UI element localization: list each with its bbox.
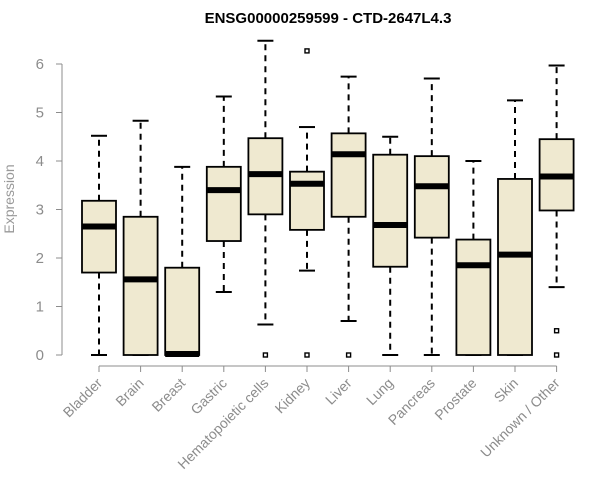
box-iqr <box>413 155 450 239</box>
box-lung <box>372 135 409 356</box>
y-tick-label: 2 <box>36 250 44 267</box>
box-iqr <box>455 238 492 356</box>
box-iqr <box>122 215 159 356</box>
box-skin <box>497 99 533 356</box>
box-kidney <box>289 48 325 358</box>
y-axis-label: Expression <box>1 164 17 233</box>
x-tick-label: Lung <box>363 375 396 408</box>
x-tick-label: Unknown / Other <box>477 375 563 461</box>
y-tick-label: 4 <box>36 153 44 170</box>
y-tick-label: 6 <box>36 56 44 73</box>
box-hematopoietic-cells <box>247 39 284 358</box>
x-tick-label: Breast <box>148 375 188 415</box>
box-iqr <box>164 266 201 356</box>
box-iqr <box>81 199 117 274</box>
outlier-point <box>262 352 269 358</box>
box-iqr <box>205 165 242 242</box>
x-tick-label: Prostate <box>431 375 479 423</box>
box-gastric <box>205 95 242 293</box>
y-tick-label: 0 <box>36 347 44 364</box>
boxes-group <box>81 39 575 358</box>
box-iqr <box>497 178 533 356</box>
x-tick-label: Bladder <box>60 375 106 421</box>
box-prostate <box>455 160 492 356</box>
y-tick-label: 5 <box>36 105 44 122</box>
outlier-point <box>553 328 560 334</box>
box-unknown-other <box>538 64 575 358</box>
box-liver <box>330 75 367 358</box>
outlier-point <box>304 352 310 358</box>
outlier-point <box>304 48 310 54</box>
x-tick-label: Liver <box>322 375 355 408</box>
y-tick-label: 3 <box>36 202 44 219</box>
box-iqr <box>372 153 409 268</box>
outlier-point <box>553 352 560 358</box>
y-axis: 0 1 2 3 4 5 6 <box>36 56 63 364</box>
box-brain <box>122 119 159 356</box>
box-pancreas <box>413 77 450 356</box>
x-tick-label: Skin <box>491 375 522 406</box>
outlier-point <box>345 352 352 358</box>
box-bladder <box>81 134 117 356</box>
x-tick-label: Brain <box>112 375 146 409</box>
box-iqr <box>289 170 325 231</box>
chart-title: ENSG00000259599 - CTD-2647L4.3 <box>205 10 452 27</box>
y-tick-label: 1 <box>36 299 44 316</box>
box-breast <box>164 165 201 358</box>
x-tick-label: Kidney <box>272 375 314 417</box>
box-iqr <box>330 132 367 218</box>
